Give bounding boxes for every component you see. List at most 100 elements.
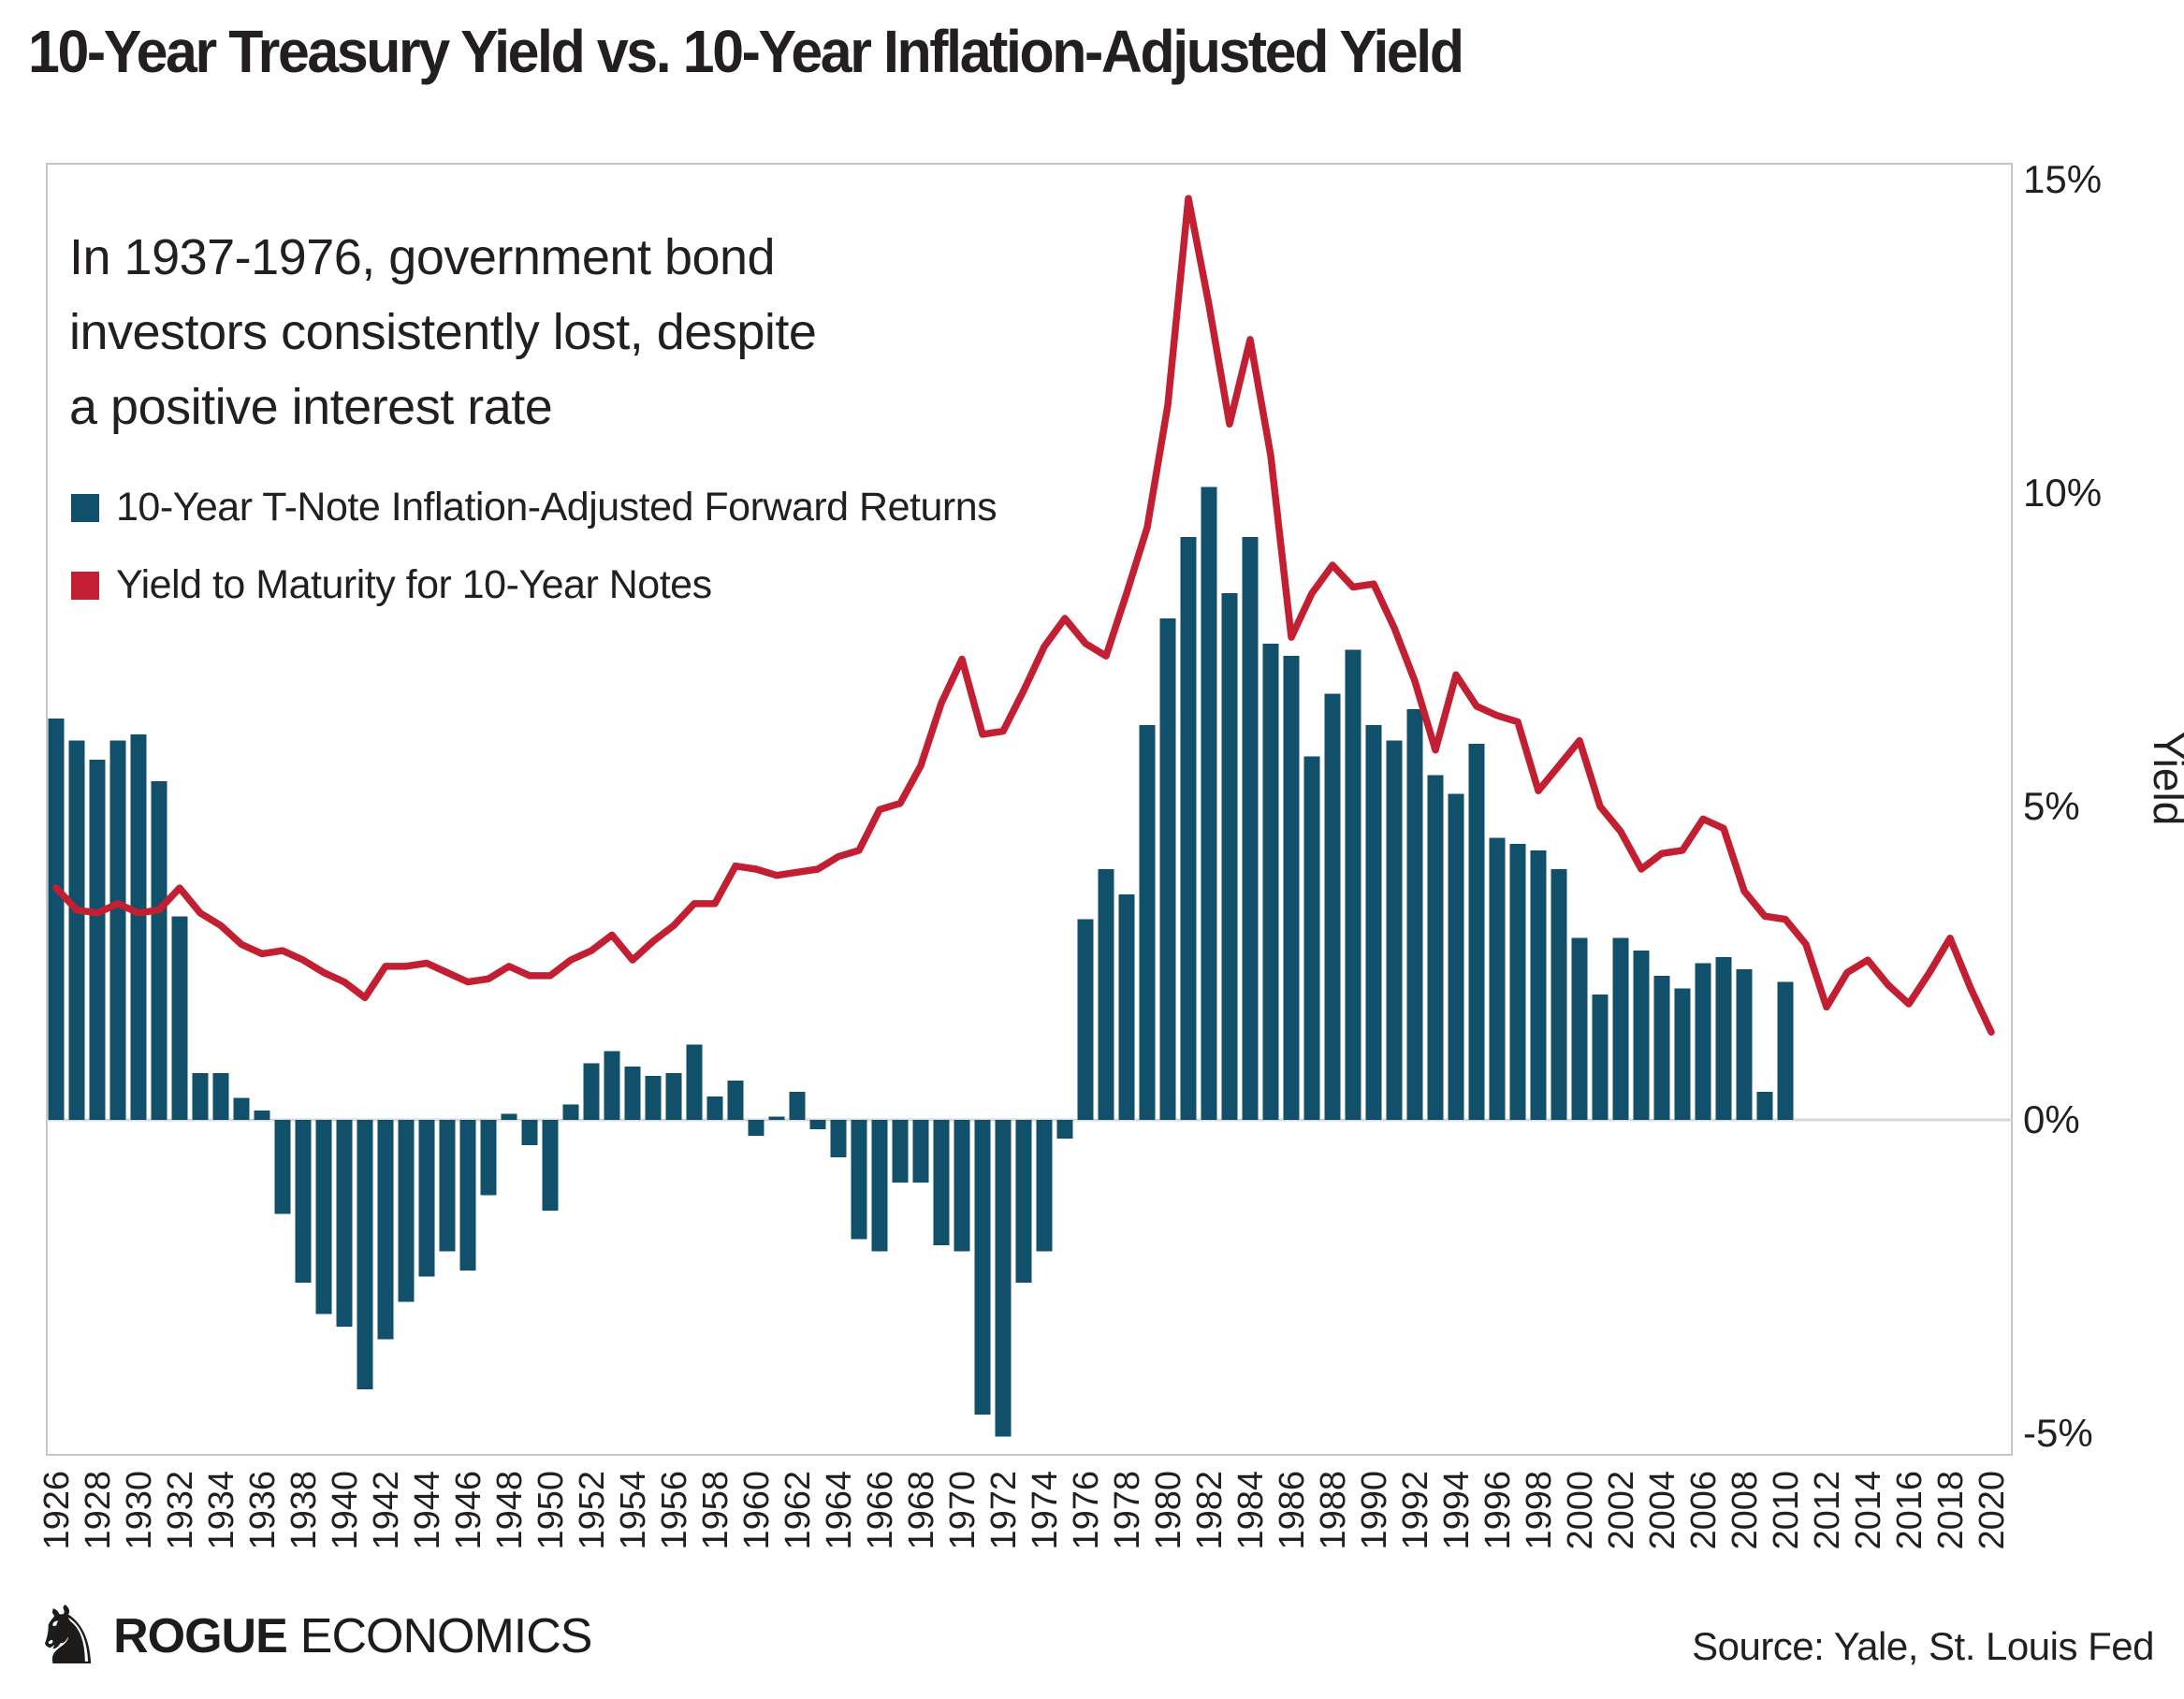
bar-1981 [1180, 536, 1197, 1120]
bar-1951 [562, 1104, 579, 1120]
x-tick-label-2014: 2014 [1849, 1471, 1888, 1550]
x-tick-label-1932: 1932 [161, 1471, 200, 1550]
bar-1988 [1324, 693, 1341, 1120]
bar-1928 [89, 759, 106, 1120]
legend: 10-Year T-Note Inflation-Adjusted Forwar… [71, 485, 997, 640]
y-axis-title: Yield [2145, 732, 2184, 826]
x-tick-label-1998: 1998 [1520, 1471, 1559, 1550]
x-tick-label-2000: 2000 [1561, 1471, 1600, 1550]
bar-1927 [68, 740, 85, 1120]
bar-1996 [1489, 837, 1506, 1120]
x-tick-label-2006: 2006 [1684, 1471, 1724, 1550]
legend-label-bars: 10-Year T-Note Inflation-Adjusted Forwar… [116, 485, 997, 530]
bar-1967 [892, 1120, 909, 1183]
x-tick-label-1972: 1972 [984, 1471, 1024, 1550]
x-tick-label-1958: 1958 [696, 1471, 735, 1550]
y-tick-label-15: 15% [2023, 157, 2102, 201]
bar-1979 [1139, 724, 1156, 1120]
x-tick-label-1938: 1938 [284, 1471, 324, 1550]
bar-1949 [521, 1120, 538, 1145]
x-tick-label-1994: 1994 [1437, 1471, 1477, 1550]
x-tick-label-1970: 1970 [943, 1471, 983, 1550]
bar-1939 [315, 1120, 332, 1314]
y-tick-label--5: -5% [2023, 1411, 2093, 1455]
x-tick-label-2002: 2002 [1602, 1471, 1641, 1550]
x-tick-label-2010: 2010 [1767, 1471, 1806, 1550]
bar-1933 [192, 1072, 209, 1120]
x-tick-label-1968: 1968 [902, 1471, 941, 1550]
bar-1947 [480, 1120, 497, 1196]
x-tick-label-1946: 1946 [449, 1471, 488, 1550]
annotation-line: investors consistently lost, despite [69, 303, 817, 360]
bar-1946 [459, 1120, 476, 1271]
x-tick-label-1974: 1974 [1026, 1471, 1065, 1550]
bar-1963 [809, 1120, 826, 1130]
legend-label-line: Yield to Maturity for 10-Year Notes [116, 562, 712, 607]
bar-1943 [398, 1120, 415, 1302]
page-title: 10-Year Treasury Yield vs. 10-Year Infla… [28, 18, 1464, 85]
annotation-text: In 1937-1976, government bond investors … [69, 221, 817, 445]
legend-item-bars: 10-Year T-Note Inflation-Adjusted Forwar… [71, 485, 997, 530]
bar-1968 [912, 1120, 929, 1183]
bar-series-swatch [71, 493, 99, 522]
x-tick-label-1986: 1986 [1273, 1471, 1312, 1550]
bar-1958 [706, 1096, 723, 1120]
bar-1941 [357, 1120, 373, 1390]
bar-1932 [171, 916, 188, 1120]
plot-border [46, 163, 2013, 1456]
x-tick-label-1944: 1944 [408, 1471, 447, 1550]
bar-1950 [542, 1120, 559, 1212]
x-tick-label-1942: 1942 [367, 1471, 406, 1550]
x-tick-label-1936: 1936 [243, 1471, 283, 1550]
x-tick-label-1940: 1940 [326, 1471, 365, 1550]
x-tick-label-1962: 1962 [779, 1471, 818, 1550]
bar-1980 [1159, 618, 1176, 1120]
x-tick-label-1948: 1948 [490, 1471, 530, 1550]
chess-knight-icon: ♞ [32, 1590, 105, 1683]
y-tick-label-10: 10% [2023, 471, 2102, 515]
bar-1978 [1118, 893, 1135, 1120]
annotation-line: In 1937-1976, government bond [69, 229, 776, 285]
x-tick-label-1992: 1992 [1396, 1471, 1435, 1550]
bar-1957 [686, 1044, 703, 1120]
bar-1926 [48, 719, 65, 1120]
logo: ♞ ROGUE ECONOMICS [32, 1590, 592, 1683]
x-tick-label-1952: 1952 [573, 1471, 612, 1550]
bar-1994 [1448, 793, 1464, 1120]
bar-1984 [1242, 536, 1259, 1120]
x-tick-label-1988: 1988 [1314, 1471, 1353, 1550]
bar-1992 [1406, 709, 1423, 1120]
bar-1953 [604, 1051, 620, 1120]
bar-1945 [439, 1120, 456, 1252]
bar-1944 [418, 1120, 435, 1277]
logo-text-rogue: ROGUE [113, 1609, 288, 1663]
line-series-swatch [71, 571, 99, 600]
x-tick-label-1996: 1996 [1478, 1471, 1518, 1550]
bar-1970 [954, 1120, 970, 1252]
bar-1975 [1056, 1120, 1073, 1140]
x-tick-label-1930: 1930 [120, 1471, 159, 1550]
bar-1997 [1509, 844, 1526, 1120]
x-tick-label-1982: 1982 [1190, 1471, 1230, 1550]
bar-1986 [1283, 656, 1300, 1120]
bar-1940 [336, 1120, 353, 1328]
x-tick-label-1956: 1956 [655, 1471, 694, 1550]
x-tick-label-2008: 2008 [1725, 1471, 1765, 1550]
bar-1930 [130, 733, 147, 1120]
bar-1948 [501, 1113, 517, 1120]
bar-1952 [583, 1063, 600, 1120]
bar-2007 [1715, 956, 1732, 1120]
bar-1934 [212, 1072, 229, 1120]
x-tick-label-1926: 1926 [37, 1471, 77, 1550]
bar-1974 [1036, 1120, 1053, 1252]
bar-1936 [254, 1110, 270, 1120]
bar-1971 [974, 1120, 991, 1415]
x-tick-label-1964: 1964 [820, 1471, 859, 1550]
x-tick-label-1984: 1984 [1231, 1471, 1271, 1550]
bar-1937 [274, 1120, 291, 1214]
source-credit: Source: Yale, St. Louis Fed [1692, 1624, 2154, 1668]
x-tick-label-1928: 1928 [79, 1471, 118, 1550]
x-tick-label-2016: 2016 [1890, 1471, 1929, 1550]
annotation-line: a positive interest rate [69, 378, 553, 435]
bar-1956 [665, 1072, 682, 1120]
